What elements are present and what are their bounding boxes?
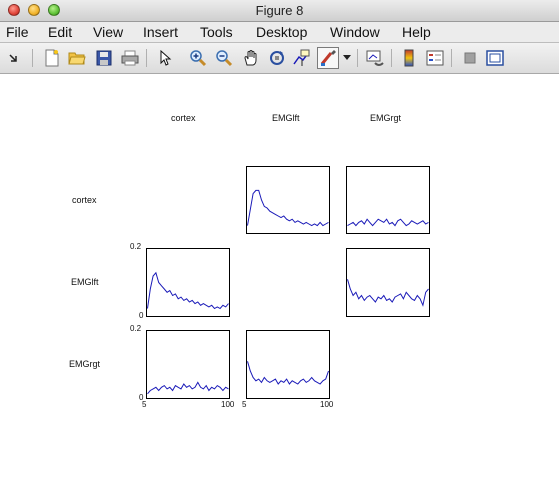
plot-emgrgt-emglft[interactable]	[246, 330, 330, 399]
new-figure-icon[interactable]	[42, 48, 62, 68]
series-line	[147, 271, 229, 310]
toolbar-separator	[146, 49, 147, 67]
arrow-icon[interactable]	[4, 48, 24, 68]
series-line	[347, 218, 429, 227]
menu-edit[interactable]: Edit	[48, 24, 73, 40]
column-label-emgrgt: EMGrgt	[370, 113, 402, 123]
y-tick-bottom: 0	[139, 311, 144, 320]
series-line	[147, 381, 229, 395]
rotate-3d-icon[interactable]	[267, 48, 287, 68]
menu-window[interactable]: Window	[330, 24, 380, 40]
column-label-cortex: cortex	[171, 113, 196, 123]
series-line	[247, 361, 329, 385]
plot-cortex-emgrgt[interactable]	[346, 166, 430, 234]
column-label-emglft: EMGlft	[272, 113, 300, 123]
brush-dropdown-icon[interactable]	[341, 48, 353, 68]
x-tick-left: 5	[142, 400, 147, 409]
x-tick-right: 100	[320, 400, 334, 409]
show-plot-tools-icon[interactable]	[485, 48, 505, 68]
plot-cortex-emglft[interactable]	[246, 166, 330, 234]
menu-bar: File Edit View Insert Tools Desktop Wind…	[0, 22, 559, 43]
toolbar-separator	[32, 49, 33, 67]
series-line	[347, 279, 429, 307]
minimize-window-button[interactable]	[28, 4, 40, 16]
row-label-cortex: cortex	[72, 195, 97, 205]
pan-hand-icon[interactable]	[241, 48, 261, 68]
figure-canvas: cortex EMGlft EMGrgt cortex EMGlft EMGrg…	[0, 74, 559, 492]
plot-emglft-emgrgt[interactable]	[346, 248, 430, 317]
close-window-button[interactable]	[8, 4, 20, 16]
zoom-in-icon[interactable]	[188, 48, 208, 68]
window-title: Figure 8	[255, 3, 304, 18]
toolbar-separator	[391, 49, 392, 67]
select-pointer-icon[interactable]	[155, 48, 175, 68]
data-cursor-icon[interactable]	[292, 48, 312, 68]
maximize-window-button[interactable]	[48, 4, 60, 16]
open-file-icon[interactable]	[67, 48, 87, 68]
toolbar-separator	[451, 49, 452, 67]
figure-toolbar	[0, 43, 559, 74]
link-plot-icon[interactable]	[365, 48, 385, 68]
menu-desktop[interactable]: Desktop	[256, 24, 308, 40]
plot-emglft-cortex[interactable]	[146, 248, 230, 317]
row-label-emgrgt: EMGrgt	[69, 359, 101, 369]
plot-emgrgt-cortex[interactable]	[146, 330, 230, 399]
row-label-emglft: EMGlft	[71, 277, 99, 287]
menu-insert[interactable]: Insert	[143, 24, 179, 40]
x-tick-left: 5	[242, 400, 247, 409]
menu-view[interactable]: View	[93, 24, 124, 40]
legend-icon[interactable]	[425, 48, 445, 68]
y-tick-bottom: 0	[139, 393, 144, 402]
brush-icon[interactable]	[317, 47, 339, 69]
print-icon[interactable]	[120, 48, 140, 68]
menu-tools[interactable]: Tools	[200, 24, 233, 40]
colorbar-icon[interactable]	[399, 48, 419, 68]
title-bar: Figure 8	[0, 0, 559, 22]
toolbar-separator	[357, 49, 358, 67]
menu-help[interactable]: Help	[402, 24, 431, 40]
series-line	[247, 189, 329, 227]
y-tick-top: 0.2	[130, 242, 142, 251]
x-tick-right: 100	[221, 400, 235, 409]
menu-file[interactable]: File	[6, 24, 29, 40]
zoom-out-icon[interactable]	[214, 48, 234, 68]
y-tick-top: 0.2	[130, 324, 142, 333]
save-icon[interactable]	[94, 48, 114, 68]
hide-plot-tools-icon[interactable]	[460, 48, 480, 68]
